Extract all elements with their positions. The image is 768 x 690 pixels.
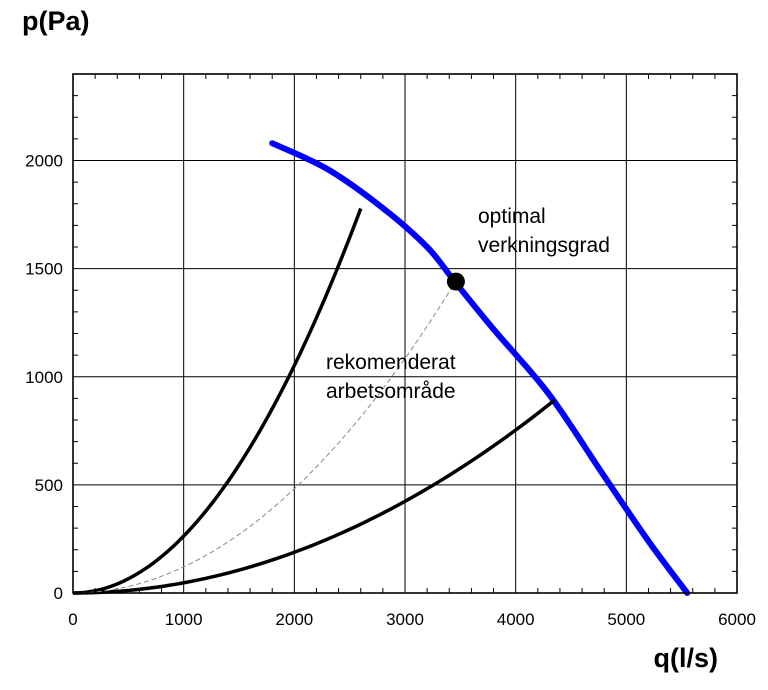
curve-fan-curve — [269, 140, 691, 596]
curve-system-curve-lower-limit — [72, 398, 556, 595]
annotation-optimal-line-2: verkningsgrad — [478, 234, 610, 257]
tick-labels: 0 1000 2000 3000 4000 5000 6000 0 500 1000 1500 200… — [25, 152, 756, 630]
y-tick-label: 1500 — [25, 260, 63, 279]
x-tick-label: 4000 — [497, 610, 535, 629]
x-tick-label: 0 — [68, 610, 77, 629]
y-tick-label: 2000 — [25, 152, 63, 171]
annotation-range-line-2: arbetsområde — [326, 380, 456, 403]
y-tick-label: 0 — [54, 584, 63, 603]
annotation-optimal: optimal verkningsgrad — [478, 205, 610, 257]
optimal-point-marker — [446, 272, 465, 291]
curve-system-curve-optimal — [72, 280, 457, 594]
plot-frame — [72, 73, 738, 594]
y-tick-label: 500 — [35, 476, 63, 495]
x-tick-label: 3000 — [386, 610, 424, 629]
x-axis-title: q(l/s) — [654, 643, 719, 673]
y-tick-label: 1000 — [25, 368, 63, 387]
x-tick-label: 2000 — [275, 610, 313, 629]
x-tick-label: 6000 — [718, 610, 756, 629]
annotation-recommended-range: rekomenderat arbetsområde — [326, 351, 461, 403]
y-axis-title: p(Pa) — [22, 6, 90, 36]
annotation-range-line-1: rekomenderat — [326, 351, 456, 374]
x-tick-label: 5000 — [607, 610, 645, 629]
annotation-optimal-line-1: optimal — [478, 205, 546, 228]
x-tick-label: 1000 — [165, 610, 203, 629]
curve-system-curve-upper-limit — [72, 207, 363, 595]
curves — [72, 140, 691, 596]
grid — [73, 74, 737, 593]
